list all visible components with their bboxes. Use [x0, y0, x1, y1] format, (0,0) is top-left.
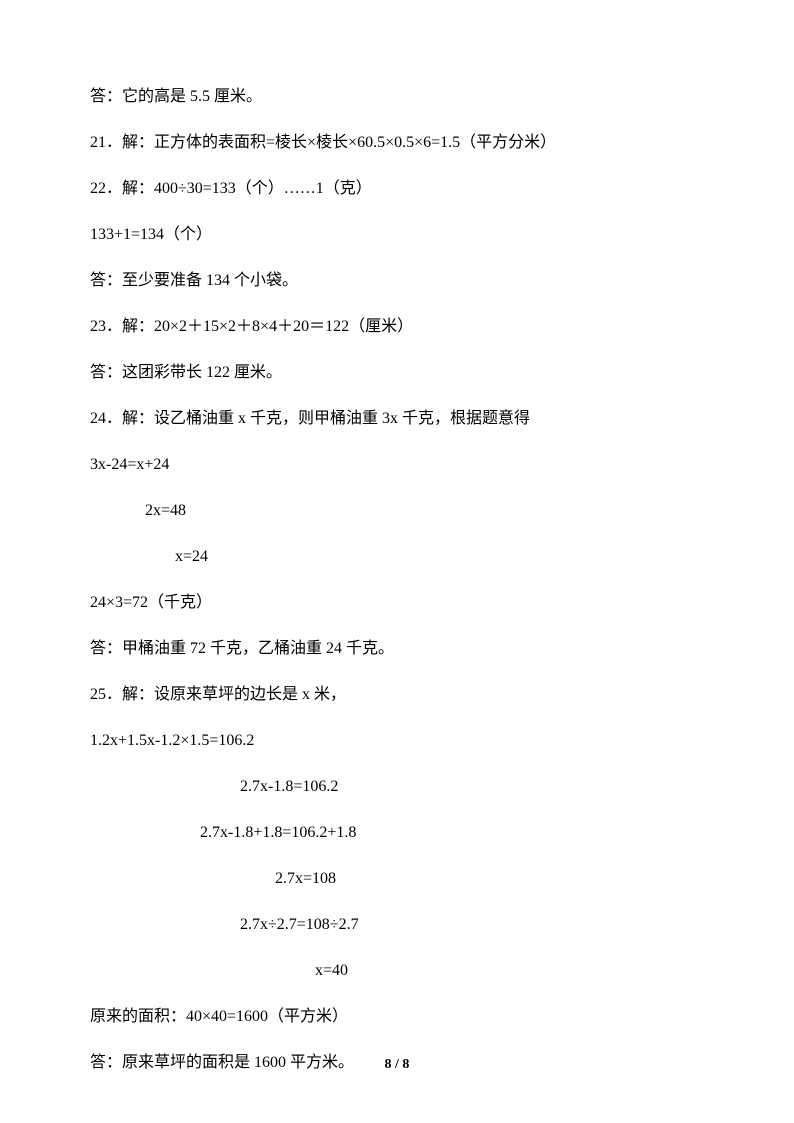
- text-line: 2x=48: [90, 499, 704, 523]
- text-line: 2.7x÷2.7=108÷2.7: [90, 913, 704, 937]
- page-footer: 8 / 8: [0, 1057, 794, 1073]
- text-line: 答：甲桶油重 72 千克，乙桶油重 24 千克。: [90, 637, 704, 661]
- text-line: 原来的面积：40×40=1600（平方米）: [90, 1005, 704, 1029]
- text-line: 3x-24=x+24: [90, 453, 704, 477]
- page-content: 答：它的高是 5.5 厘米。 21．解：正方体的表面积=棱长×棱长×60.5×0…: [0, 0, 794, 1075]
- text-line: 答：这团彩带长 122 厘米。: [90, 361, 704, 385]
- text-line: x=40: [90, 959, 704, 983]
- text-line: 1.2x+1.5x-1.2×1.5=106.2: [90, 729, 704, 753]
- text-line: x=24: [90, 545, 704, 569]
- text-line: 24×3=72（千克）: [90, 591, 704, 615]
- text-line: 23．解：20×2＋15×2＋8×4＋20＝122（厘米）: [90, 315, 704, 339]
- text-line: 25．解：设原来草坪的边长是 x 米，: [90, 683, 704, 707]
- text-line: 133+1=134（个）: [90, 223, 704, 247]
- text-line: 24．解：设乙桶油重 x 千克，则甲桶油重 3x 千克，根据题意得: [90, 407, 704, 431]
- text-line: 2.7x-1.8=106.2: [90, 775, 704, 799]
- text-line: 答：至少要准备 134 个小袋。: [90, 269, 704, 293]
- text-line: 21．解：正方体的表面积=棱长×棱长×60.5×0.5×6=1.5（平方分米）: [90, 131, 704, 155]
- text-line: 2.7x-1.8+1.8=106.2+1.8: [90, 821, 704, 845]
- text-line: 2.7x=108: [90, 867, 704, 891]
- text-line: 答：它的高是 5.5 厘米。: [90, 85, 704, 109]
- text-line: 22．解：400÷30=133（个）……1（克）: [90, 177, 704, 201]
